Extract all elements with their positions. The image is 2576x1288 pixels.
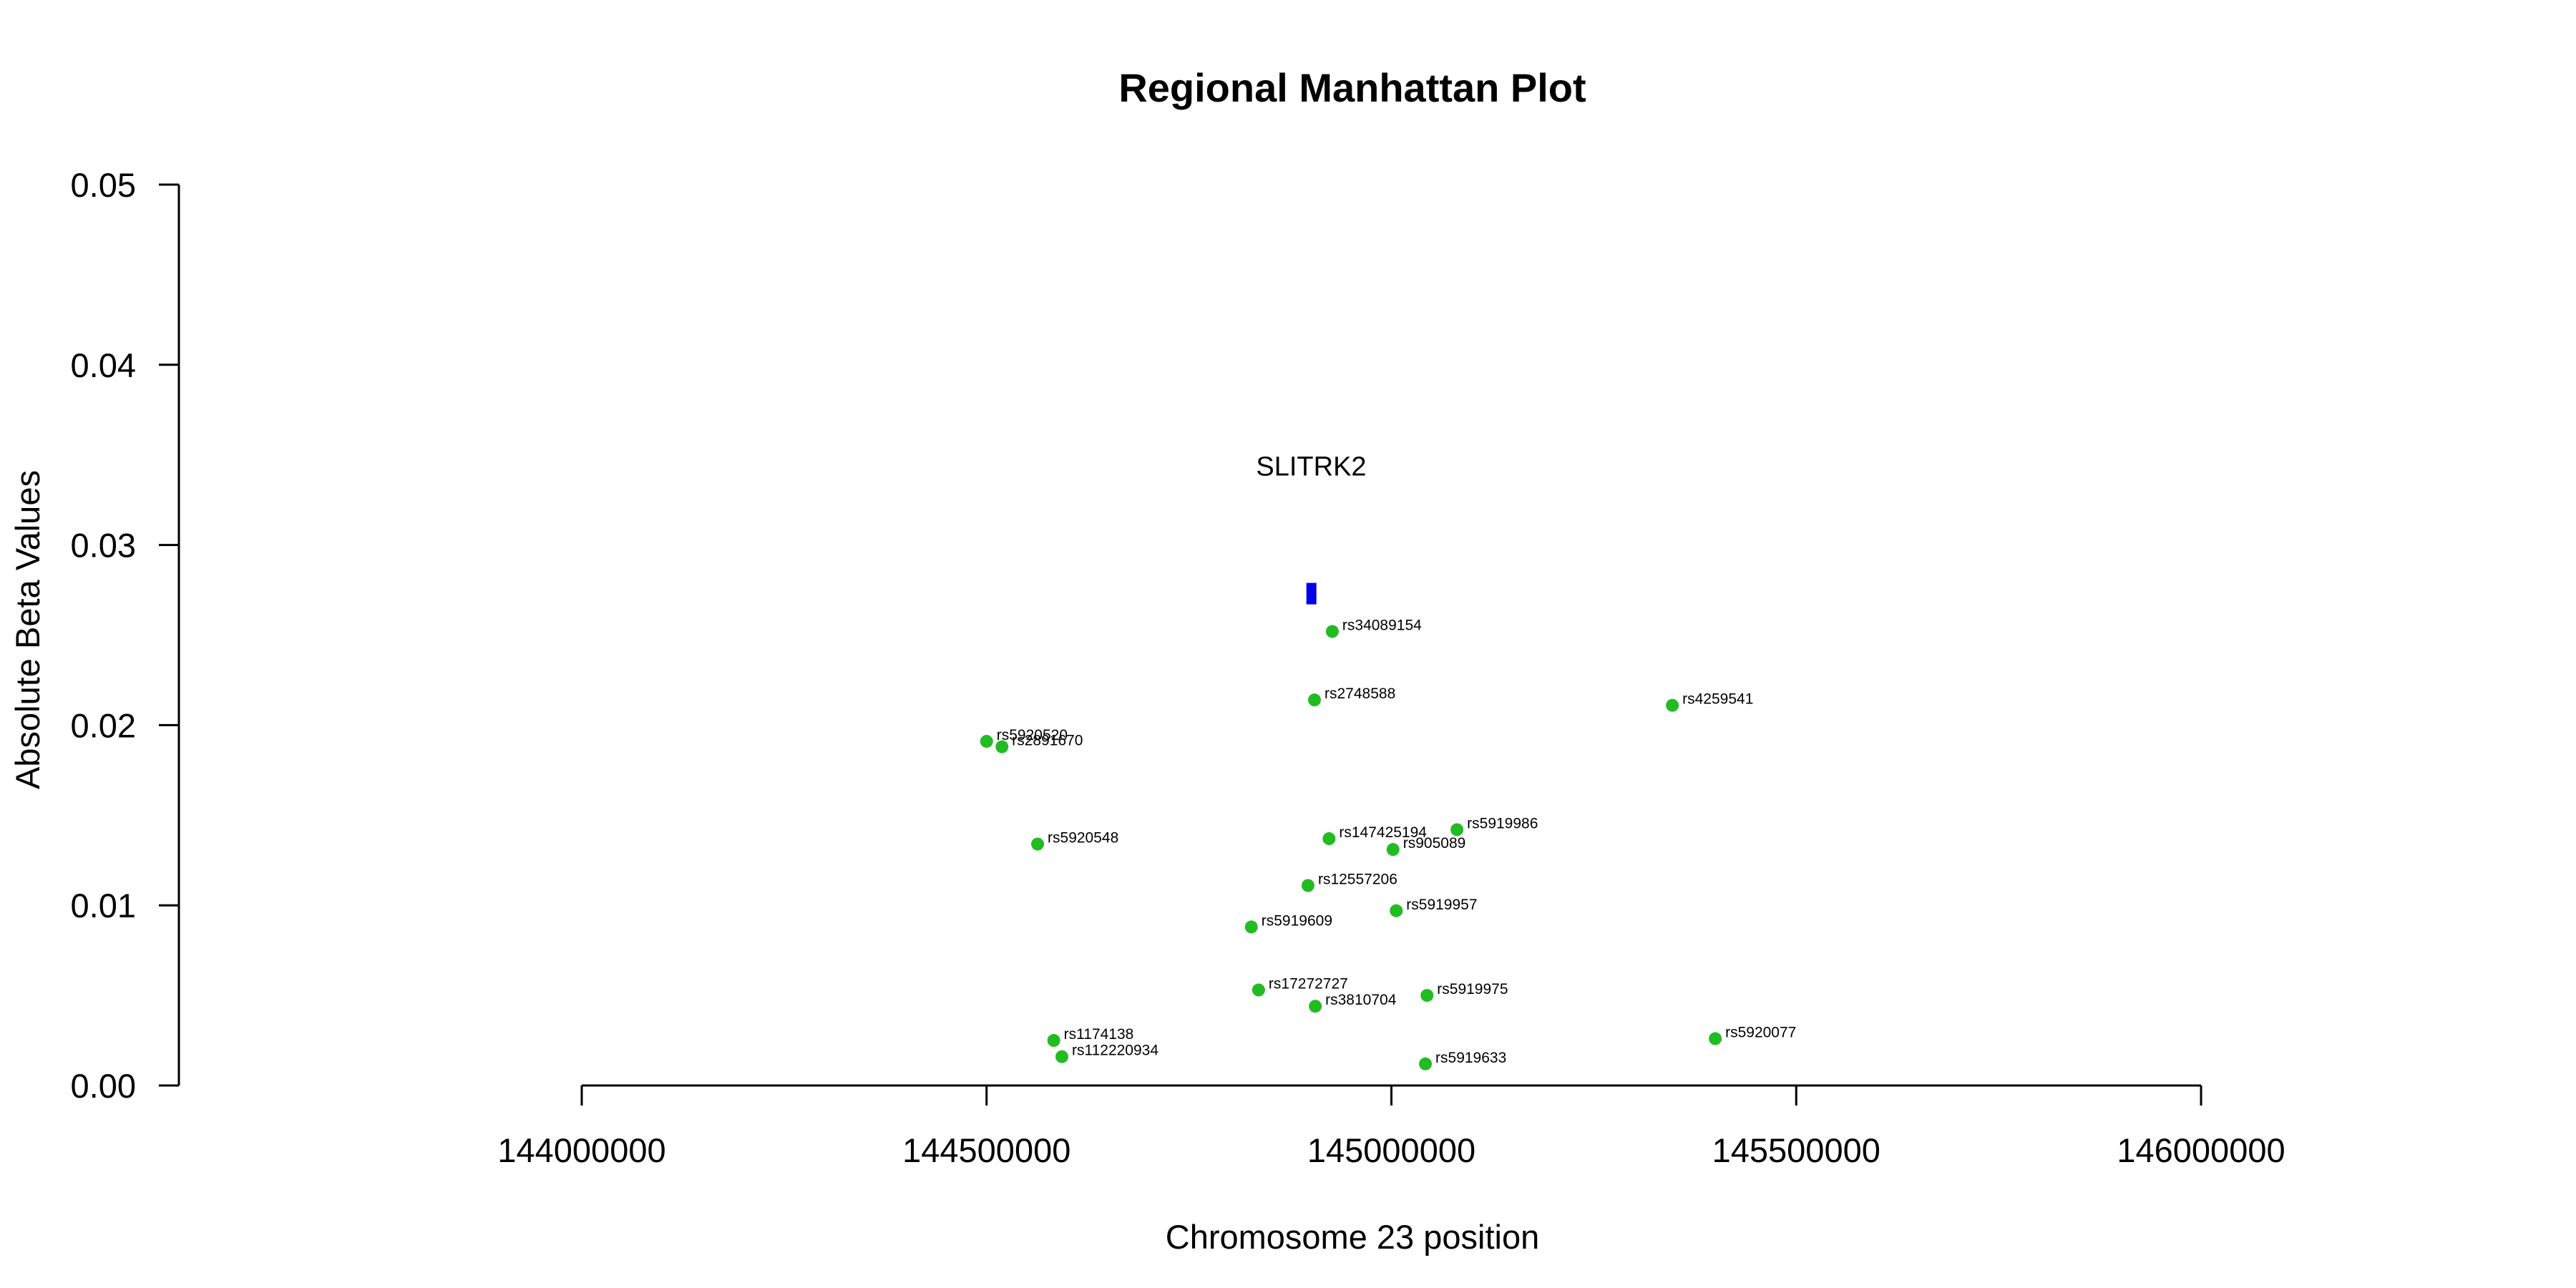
x-tick-label: 144500000 [902, 1131, 1070, 1169]
gene-track: SLITRK2 [1256, 452, 1367, 605]
y-tick-label: 0.04 [71, 346, 136, 384]
snp-label: rs147425194 [1339, 824, 1427, 841]
y-tick-label: 0.02 [71, 706, 136, 744]
gene-label: SLITRK2 [1256, 452, 1366, 482]
snp-label: rs5920548 [1048, 830, 1118, 847]
snp-points: rs34089154 rs2748588 rs4259541 rs5920520rs2… [980, 617, 1796, 1070]
snp-point [1244, 920, 1258, 934]
snp-point [1047, 1034, 1060, 1048]
snp-label: rs905089 [1403, 835, 1466, 852]
snp-point [1390, 904, 1403, 917]
snp-point [995, 740, 1009, 753]
y-axis-title: Absolute Beta Values [9, 470, 47, 789]
x-tick-label: 145500000 [1712, 1131, 1880, 1169]
snp-label: rs5920520 [997, 727, 1068, 743]
snp-label: rs5919633 [1435, 1050, 1506, 1066]
snp-point [1308, 693, 1322, 707]
snp-label: rs5919975 [1437, 981, 1508, 997]
snp-label: rs5920077 [1725, 1025, 1796, 1041]
snp-point [1031, 837, 1045, 851]
x-axis-title: Chromosome 23 position [1166, 1218, 1540, 1256]
snp-label: rs112220934 [1072, 1043, 1158, 1059]
snp-point [1301, 879, 1314, 892]
y-tick-label: 0.05 [71, 166, 136, 204]
snp-point [1309, 1000, 1322, 1013]
y-tick-label: 0.03 [71, 527, 136, 565]
snp-point [1325, 625, 1339, 638]
snp-label: rs2748588 [1324, 686, 1395, 702]
snp-label: rs12557206 [1318, 872, 1397, 888]
snp-point [1420, 989, 1434, 1002]
snp-label: rs5919609 [1262, 912, 1332, 929]
chart-title: Regional Manhattan Plot [1118, 65, 1586, 110]
snp-point [1322, 832, 1336, 846]
snp-point [1419, 1057, 1433, 1070]
snp-label: rs2891670 [1012, 733, 1083, 749]
snp-label: rs3810704 [1325, 992, 1397, 1008]
gene-bar [1306, 582, 1317, 605]
snp-label: rs5919986 [1467, 815, 1538, 831]
snp-label: rs34089154 [1342, 617, 1422, 633]
snp-point [1252, 983, 1265, 997]
x-tick-label: 144000000 [497, 1131, 665, 1169]
snp-point [1450, 823, 1464, 836]
snp-point [980, 735, 993, 748]
x-tick-label: 145000000 [1307, 1131, 1475, 1169]
snp-label: rs5919957 [1406, 897, 1477, 913]
snp-point [1055, 1050, 1068, 1063]
y-axis: 0.00 0.01 0.02 0.03 0.04 0.05 [71, 166, 180, 1105]
x-axis: 144000000 144500000 145000000 145500000 1460… [497, 1084, 2285, 1169]
y-tick-label: 0.01 [71, 887, 136, 924]
x-tick-label: 146000000 [2117, 1131, 2285, 1169]
snp-point [1666, 698, 1679, 712]
y-tick-label: 0.00 [71, 1067, 136, 1105]
snp-label: rs1174138 [1064, 1026, 1134, 1043]
snp-label: rs4259541 [1682, 691, 1753, 708]
snp-point [1709, 1032, 1722, 1045]
snp-label: rs17272727 [1269, 976, 1348, 992]
snp-point [1386, 843, 1400, 857]
